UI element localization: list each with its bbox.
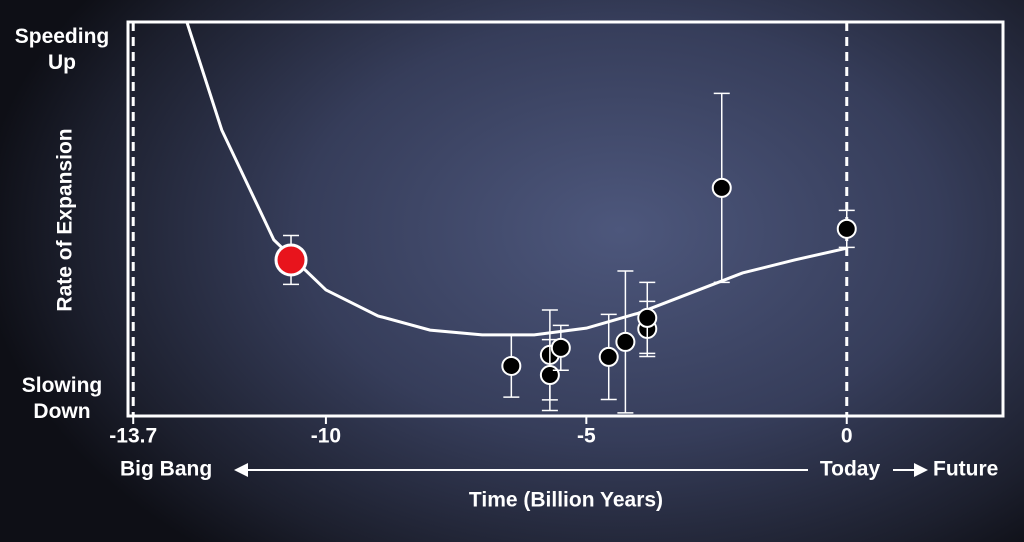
plot-frame xyxy=(126,20,1005,418)
data-point xyxy=(501,355,522,376)
data-point xyxy=(550,337,571,358)
data-point xyxy=(598,346,619,367)
data-point xyxy=(539,365,560,386)
arrow-head xyxy=(914,463,928,477)
data-point xyxy=(615,331,636,352)
future-label: Future xyxy=(933,458,998,481)
data-point xyxy=(274,243,308,277)
arrow-head xyxy=(234,463,248,477)
big-bang-label: Big Bang xyxy=(120,458,212,481)
x-tick-label: 0 xyxy=(841,425,853,448)
x-tick-label: -10 xyxy=(311,425,341,448)
y-top-label: Speeding Up xyxy=(14,25,110,74)
data-point xyxy=(637,307,658,328)
y-axis-label: Rate of Expansion xyxy=(54,128,77,311)
fit-curve xyxy=(185,22,848,337)
data-point xyxy=(711,177,732,198)
data-point xyxy=(836,218,857,239)
today-label: Today xyxy=(820,458,881,481)
y-bottom-label: Slowing Down xyxy=(21,374,103,423)
x-tick-label: -13.7 xyxy=(109,425,157,448)
x-tick-label: -5 xyxy=(577,425,596,448)
x-axis-label: Time (Billion Years) xyxy=(469,489,663,512)
